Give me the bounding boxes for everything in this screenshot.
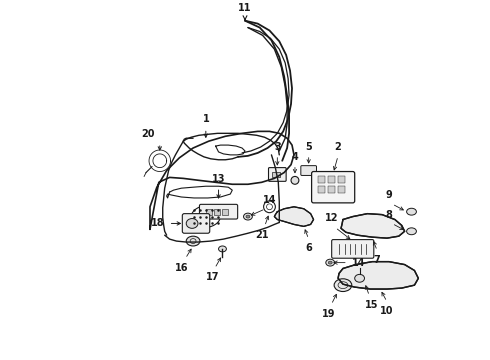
Ellipse shape xyxy=(246,215,250,218)
FancyBboxPatch shape xyxy=(269,168,286,181)
Text: 15: 15 xyxy=(365,300,378,310)
Text: 12: 12 xyxy=(324,213,338,224)
Text: 14: 14 xyxy=(263,195,276,205)
Text: 8: 8 xyxy=(386,210,392,220)
Ellipse shape xyxy=(219,246,226,252)
FancyBboxPatch shape xyxy=(312,171,355,203)
Text: 18: 18 xyxy=(151,219,165,229)
Text: 14: 14 xyxy=(352,258,365,267)
Text: 17: 17 xyxy=(206,273,220,282)
Bar xyxy=(206,209,212,215)
Ellipse shape xyxy=(326,259,335,266)
Text: 5: 5 xyxy=(305,142,312,152)
Bar xyxy=(338,176,345,183)
Text: 20: 20 xyxy=(141,129,155,139)
Ellipse shape xyxy=(186,236,200,246)
Text: 11: 11 xyxy=(238,3,252,13)
Ellipse shape xyxy=(407,228,416,235)
FancyBboxPatch shape xyxy=(332,240,374,258)
FancyBboxPatch shape xyxy=(301,166,317,175)
Ellipse shape xyxy=(244,213,252,220)
Text: 10: 10 xyxy=(380,306,394,316)
Ellipse shape xyxy=(328,261,332,264)
Text: 13: 13 xyxy=(212,174,225,184)
Bar xyxy=(328,186,335,193)
Polygon shape xyxy=(274,207,314,226)
Text: 7: 7 xyxy=(374,255,381,265)
Text: 4: 4 xyxy=(292,152,298,162)
Ellipse shape xyxy=(186,219,198,228)
Bar xyxy=(338,186,345,193)
Bar xyxy=(328,176,335,183)
Ellipse shape xyxy=(407,208,416,215)
Bar xyxy=(318,186,325,193)
Bar xyxy=(272,171,280,177)
FancyBboxPatch shape xyxy=(199,204,238,219)
Ellipse shape xyxy=(334,279,352,292)
Bar xyxy=(318,176,325,183)
Ellipse shape xyxy=(355,274,365,282)
FancyBboxPatch shape xyxy=(182,213,210,233)
Text: 9: 9 xyxy=(386,190,392,200)
Text: 6: 6 xyxy=(305,243,312,253)
Text: 1: 1 xyxy=(202,113,209,123)
Text: 3: 3 xyxy=(274,142,281,152)
Bar xyxy=(222,209,228,215)
Text: 21: 21 xyxy=(255,230,269,240)
Polygon shape xyxy=(341,213,405,238)
Bar xyxy=(214,209,220,215)
Text: 16: 16 xyxy=(174,263,188,273)
Polygon shape xyxy=(338,262,418,289)
Text: 2: 2 xyxy=(335,142,342,152)
Text: 19: 19 xyxy=(321,309,335,319)
Ellipse shape xyxy=(291,176,299,184)
